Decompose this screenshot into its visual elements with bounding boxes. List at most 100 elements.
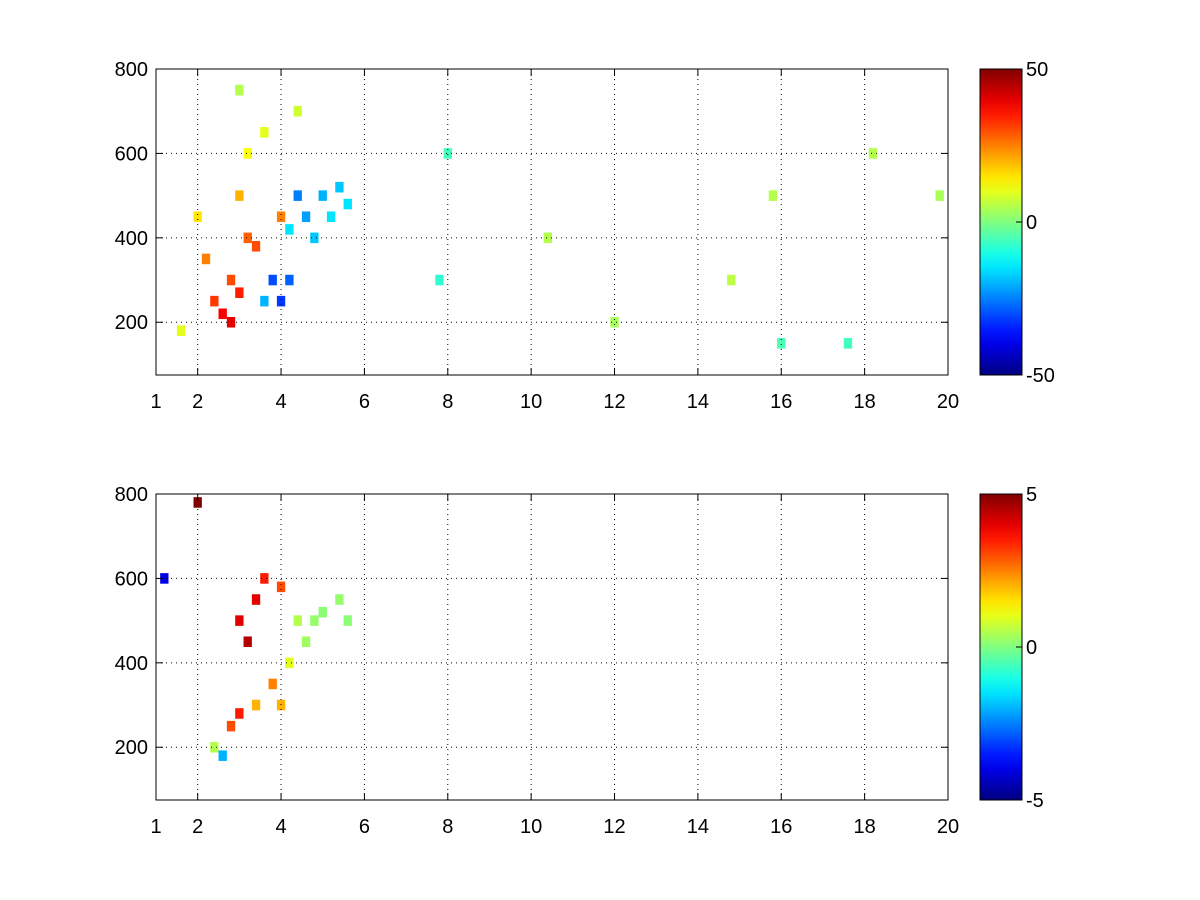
heatmap-cell xyxy=(226,274,236,286)
heatmap-cell xyxy=(235,708,244,719)
x-tick-label: 8 xyxy=(442,391,453,413)
x-tick-label: 4 xyxy=(275,816,286,838)
heatmap-cell xyxy=(293,190,302,201)
heatmap-cell xyxy=(210,295,219,307)
heatmap-cell xyxy=(301,636,311,647)
heatmap-cell xyxy=(201,253,211,265)
heatmap-cells xyxy=(160,497,352,761)
heatmap-cell xyxy=(251,240,261,252)
heatmap-cell xyxy=(777,338,786,349)
heatmap-cell xyxy=(326,211,336,222)
x-tick-label: 18 xyxy=(854,816,876,838)
y-tick-label: 800 xyxy=(115,59,148,81)
heatmap-cell xyxy=(343,198,352,210)
x-tick-label: 4 xyxy=(275,391,286,413)
heatmap-cell xyxy=(176,325,186,336)
colorbar-bottom: -5 0 5 xyxy=(979,484,1044,812)
x-tick-label: 14 xyxy=(687,391,709,413)
heatmap-cell xyxy=(193,497,202,508)
heatmap-cell xyxy=(243,148,252,159)
heatmap-cell xyxy=(268,274,277,286)
x-tick-label: 18 xyxy=(854,391,876,413)
heatmap-cell xyxy=(293,615,302,626)
heatmap-cell xyxy=(443,148,452,159)
heatmap-cell xyxy=(235,287,244,298)
x-tick-label: 12 xyxy=(603,391,625,413)
heatmap-cell xyxy=(335,181,344,193)
x-tick-label: 8 xyxy=(442,816,453,838)
heatmap-cell xyxy=(768,190,778,201)
heatmap-cell xyxy=(235,615,244,626)
y-tick-label: 400 xyxy=(115,653,148,675)
x-tick-label: 14 xyxy=(687,816,709,838)
heatmap-cell xyxy=(843,338,853,349)
colorbar-tick-label: 0 xyxy=(1026,212,1037,234)
heatmap-cell xyxy=(301,211,311,222)
heatmap-cell xyxy=(285,224,294,235)
x-tick-label: 16 xyxy=(770,816,792,838)
heatmap-cell xyxy=(318,606,327,618)
heatmap-cell xyxy=(276,581,286,593)
heatmap-cell xyxy=(285,274,294,286)
x-tick-label: 20 xyxy=(937,816,959,838)
axes-box xyxy=(155,493,949,801)
heatmap-cell xyxy=(251,699,261,711)
colorbar-top: -50 0 50 xyxy=(979,59,1055,387)
y-tick-label: 400 xyxy=(115,228,148,250)
heatmap-cell xyxy=(260,295,269,307)
heatmap-cell xyxy=(310,232,319,244)
colorbar-tick-label: -5 xyxy=(1026,790,1044,812)
y-tick-label: 200 xyxy=(115,312,148,334)
heatmap-cell xyxy=(193,211,202,222)
heatmap-cell xyxy=(218,308,227,320)
heatmap-cell xyxy=(610,316,619,328)
heatmap-cell xyxy=(318,190,327,201)
heatmap-cell xyxy=(335,594,344,605)
heatmap-cell xyxy=(226,720,236,732)
x-tick-label: 12 xyxy=(603,816,625,838)
heatmap-cell xyxy=(285,657,294,669)
y-tick-label: 600 xyxy=(115,568,148,590)
heatmap-cell xyxy=(868,148,878,159)
x-tick-label: 10 xyxy=(520,391,542,413)
heatmap-cell xyxy=(310,615,319,626)
heatmap-cell xyxy=(276,211,286,222)
heatmap-cell xyxy=(260,573,269,584)
x-tick-label: 6 xyxy=(359,391,370,413)
axes-box xyxy=(155,68,949,376)
heatmap-cell xyxy=(293,105,302,117)
x-tick-label: 1 xyxy=(150,816,161,838)
colorbar-tick-label: 5 xyxy=(1026,484,1037,506)
heatmap-cell xyxy=(543,232,552,244)
colorbar-tick-label: 50 xyxy=(1026,59,1048,81)
heatmap-cell xyxy=(727,274,736,286)
x-tick-label: 6 xyxy=(359,816,370,838)
heatmap-cell xyxy=(160,573,169,584)
x-tick-label: 2 xyxy=(192,816,203,838)
heatmap-cell xyxy=(235,84,244,96)
heatmap-cell xyxy=(276,699,286,711)
heatmap-cell xyxy=(343,615,352,626)
x-tick-label: 10 xyxy=(520,816,542,838)
y-tick-label: 800 xyxy=(115,484,148,506)
x-tick-label: 16 xyxy=(770,391,792,413)
heatmap-cell xyxy=(210,741,219,753)
heatmap-cells xyxy=(176,84,944,349)
x-tick-label: 2 xyxy=(192,391,203,413)
colorbar-gradient xyxy=(980,494,1022,800)
heatmap-cell xyxy=(435,274,444,286)
heatmap-cell xyxy=(935,190,944,201)
heatmap-cell xyxy=(243,636,252,647)
heatmap-cell xyxy=(243,232,252,244)
heatmap-cell xyxy=(235,190,244,201)
y-tick-label: 600 xyxy=(115,143,148,165)
x-tick-label: 20 xyxy=(937,391,959,413)
colorbar-gradient xyxy=(980,69,1022,375)
x-tick-label: 1 xyxy=(150,391,161,413)
heatmap-cell xyxy=(276,295,286,307)
colorbar-tick-label: -50 xyxy=(1026,365,1055,387)
heatmap-cell xyxy=(268,678,277,690)
